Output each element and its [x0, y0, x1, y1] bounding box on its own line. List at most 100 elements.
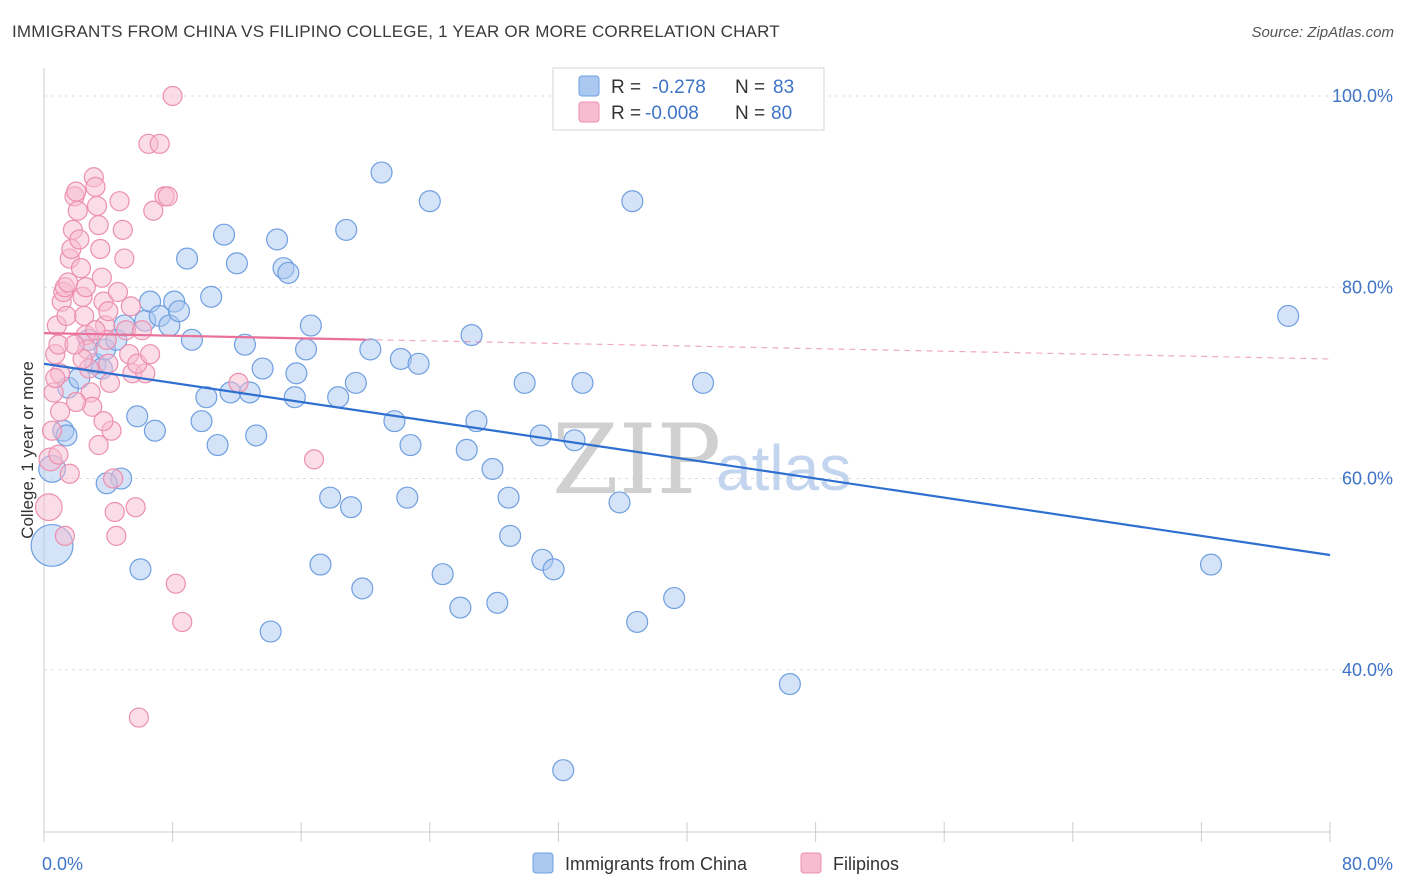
x-tick-label: 0.0%	[42, 854, 83, 874]
data-point	[277, 261, 300, 284]
data-point	[335, 218, 358, 241]
bottom-legend-label-china: Immigrants from China	[565, 854, 748, 874]
data-point	[486, 591, 509, 614]
legend-n-label-2: N =	[735, 103, 765, 124]
legend-r-label-2: R =	[611, 103, 641, 124]
data-point	[251, 357, 274, 380]
legend-r-value-china: -0.278	[652, 77, 706, 98]
data-point	[165, 573, 186, 594]
data-point	[542, 558, 565, 581]
y-tick-label: 40.0%	[1342, 660, 1393, 680]
data-point	[460, 324, 483, 347]
trendline-filipino-solid	[43, 332, 366, 341]
data-point	[351, 577, 374, 600]
data-point	[233, 333, 256, 356]
data-point	[67, 200, 88, 221]
trendline-china	[43, 362, 1331, 557]
series-legend: Immigrants from China Filipinos	[532, 852, 899, 874]
data-point	[125, 497, 146, 518]
stats-legend: R = -0.278 N = 83 R = -0.008 N = 80	[552, 67, 825, 131]
x-tick-label: 80.0%	[1342, 854, 1393, 874]
data-point	[172, 611, 193, 633]
data-point	[225, 252, 248, 275]
data-point	[778, 673, 801, 696]
data-point	[571, 371, 594, 394]
data-point	[126, 405, 149, 428]
data-point	[143, 419, 166, 442]
watermark: ZIP atlas	[552, 404, 851, 516]
trendlines	[43, 332, 1331, 557]
data-point	[692, 371, 715, 394]
data-point	[206, 433, 229, 457]
data-point	[66, 181, 87, 202]
data-point	[162, 85, 183, 107]
data-point	[190, 410, 213, 433]
data-point	[370, 161, 393, 184]
data-point	[109, 191, 130, 212]
data-point	[626, 610, 649, 633]
data-point	[455, 438, 478, 461]
legend-n-value-filipino: 80	[771, 103, 792, 124]
data-point	[309, 553, 332, 576]
data-point	[157, 186, 178, 207]
data-point	[663, 586, 686, 610]
y-tick-label: 80.0%	[1342, 277, 1393, 297]
data-point	[70, 258, 92, 279]
data-point	[149, 133, 170, 154]
data-point	[180, 328, 203, 351]
data-point	[93, 411, 114, 432]
data-point	[552, 759, 575, 782]
data-point	[621, 190, 644, 213]
x-tick-labels: 0.0% 80.0%	[42, 854, 1393, 874]
data-point	[66, 391, 87, 413]
data-point	[327, 386, 350, 409]
trendline-filipino-dashed	[365, 339, 1331, 360]
data-point	[167, 300, 191, 323]
data-point	[131, 320, 153, 341]
data-point	[319, 486, 342, 509]
data-point	[259, 620, 282, 643]
data-point	[1277, 304, 1300, 327]
data-point	[75, 277, 96, 298]
data-point	[112, 219, 133, 240]
data-point	[49, 401, 71, 422]
source-note: Source: ZipAtlas.com	[1251, 24, 1394, 41]
x-minor-ticks	[43, 822, 1331, 842]
data-point	[128, 707, 149, 728]
data-point	[294, 338, 318, 361]
data-point	[344, 371, 367, 394]
data-point	[106, 525, 127, 546]
data-point	[497, 486, 520, 509]
data-point	[431, 563, 454, 586]
data-point	[195, 386, 218, 409]
data-point	[88, 434, 109, 456]
data-point	[399, 433, 422, 457]
data-point	[299, 314, 322, 337]
legend-n-label-1: N =	[735, 77, 765, 98]
data-point	[245, 424, 268, 447]
legend-r-label-1: R =	[611, 77, 641, 98]
series-filipino-points	[34, 85, 325, 728]
data-point	[285, 362, 308, 385]
data-point	[107, 281, 129, 303]
data-point	[98, 301, 119, 322]
data-point	[91, 267, 112, 288]
watermark-atlas: atlas	[716, 432, 851, 504]
data-point	[200, 285, 223, 308]
data-point	[212, 223, 236, 246]
legend-n-value-china: 83	[773, 77, 794, 98]
data-point	[85, 176, 106, 197]
data-point	[99, 372, 121, 393]
data-point	[176, 247, 199, 270]
legend-r-value-filipino: -0.008	[645, 103, 699, 124]
data-point	[608, 491, 631, 514]
data-point	[303, 449, 325, 470]
y-axis-label: College, 1 year or more	[18, 361, 37, 539]
y-tick-label: 60.0%	[1342, 469, 1393, 489]
data-point	[98, 353, 119, 374]
data-point	[86, 195, 108, 217]
data-point	[54, 525, 75, 546]
data-point	[56, 305, 77, 327]
data-point	[339, 496, 363, 519]
